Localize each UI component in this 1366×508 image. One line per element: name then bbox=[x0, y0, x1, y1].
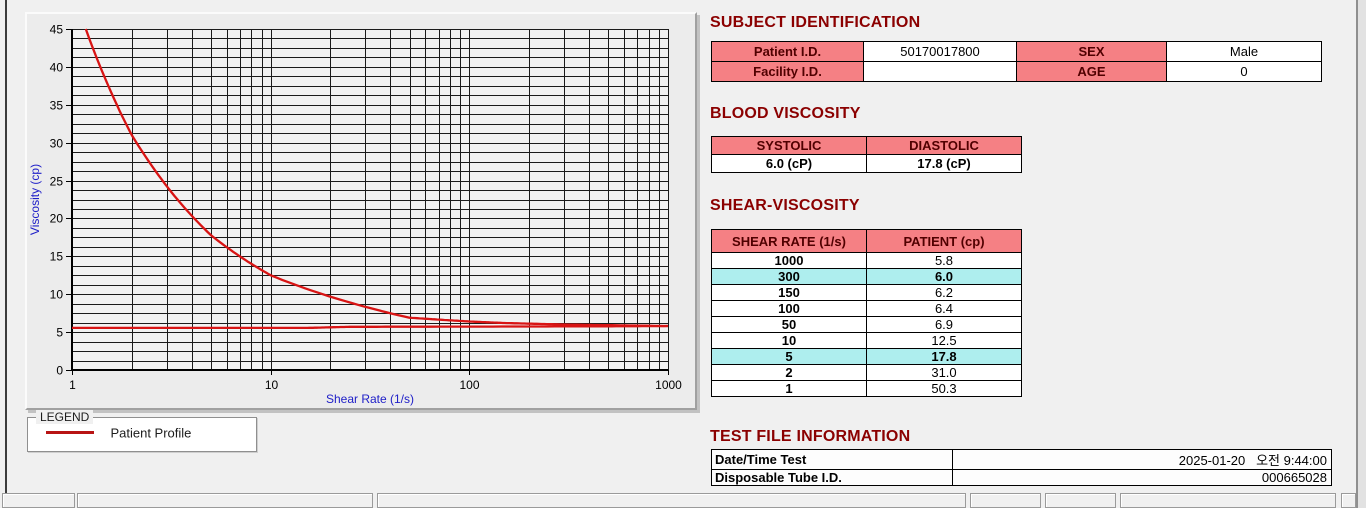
sex-value: Male bbox=[1166, 41, 1322, 62]
shear-rate-cell: 150 bbox=[711, 284, 867, 301]
patient-cp-header: PATIENT (cp) bbox=[866, 229, 1022, 253]
table-row: Disposable Tube I.D. 000665028 bbox=[711, 469, 1332, 486]
age-label: AGE bbox=[1016, 61, 1167, 82]
statusbar-segment bbox=[1120, 493, 1336, 508]
statusbar-segment bbox=[2, 493, 75, 508]
shear-rate-cell: 2 bbox=[711, 364, 867, 381]
patient-id-label: Patient I.D. bbox=[711, 41, 864, 62]
patient-cp-cell: 50.3 bbox=[866, 380, 1022, 397]
facility-id-label: Facility I.D. bbox=[711, 61, 864, 82]
svg-text:25: 25 bbox=[50, 175, 64, 189]
svg-text:Shear Rate (1/s): Shear Rate (1/s) bbox=[326, 392, 414, 406]
patient-id-value: 50170017800 bbox=[863, 41, 1017, 62]
shear-rate-cell: 1000 bbox=[711, 252, 867, 269]
testfile-value-cell: 000665028 bbox=[952, 469, 1332, 486]
table-row: 100 6.4 bbox=[711, 300, 1022, 317]
table-header-row: SHEAR RATE (1/s) PATIENT (cp) bbox=[711, 229, 1022, 253]
sex-label: SEX bbox=[1016, 41, 1167, 62]
shear-rate-header: SHEAR RATE (1/s) bbox=[711, 229, 867, 253]
legend-line-sample bbox=[46, 431, 94, 435]
legend-box: LEGEND Patient Profile bbox=[27, 410, 257, 452]
statusbar-segment bbox=[1045, 493, 1116, 508]
shear-rate-cell: 100 bbox=[711, 300, 867, 317]
shear-rate-cell: 10 bbox=[711, 332, 867, 349]
viscosity-chart-panel: 0 5 10 15 20 25 30 35 40 45 1 10 100 1000 Shear Rate (… bbox=[25, 12, 697, 410]
svg-text:10: 10 bbox=[50, 288, 64, 302]
systolic-value: 6.0 (cP) bbox=[711, 154, 867, 173]
patient-cp-cell: 6.9 bbox=[866, 316, 1022, 333]
table-row: Facility I.D. AGE 0 bbox=[711, 61, 1322, 82]
viscosity-chart: 0 5 10 15 20 25 30 35 40 45 1 10 100 1000 Shear Rate (… bbox=[28, 23, 682, 407]
systolic-header: SYSTOLIC bbox=[711, 136, 867, 155]
table-row: 50 6.9 bbox=[711, 316, 1022, 333]
testfile-value-cell: 2025-01-20 오전 9:44:00 bbox=[952, 449, 1332, 470]
table-row: Patient I.D. 50170017800 SEX Male bbox=[711, 41, 1322, 62]
window-right-border bbox=[1356, 0, 1366, 508]
testfile-label-cell: Date/Time Test bbox=[711, 449, 953, 470]
subject-identification-title: SUBJECT IDENTIFICATION bbox=[710, 14, 921, 31]
diastolic-value: 17.8 (cP) bbox=[866, 154, 1022, 173]
shear-rate-cell: 50 bbox=[711, 316, 867, 333]
svg-text:0: 0 bbox=[56, 364, 63, 378]
shear-table-body: 1000 5.8 300 6.0 150 6.2 100 6.4 50 6.9 10 12.5 5 17.… bbox=[711, 252, 1022, 397]
statusbar-segment bbox=[77, 493, 373, 508]
table-row: 5 17.8 bbox=[711, 348, 1022, 365]
facility-id-value bbox=[863, 61, 1017, 82]
patient-cp-cell: 6.4 bbox=[866, 300, 1022, 317]
subject-identification-table: Patient I.D. 50170017800 SEX Male Facili… bbox=[711, 41, 1322, 82]
svg-text:5: 5 bbox=[56, 326, 63, 340]
shear-viscosity-title: SHEAR-VISCOSITY bbox=[710, 197, 860, 214]
shear-rate-cell: 300 bbox=[711, 268, 867, 285]
table-row: Date/Time Test 2025-01-20 오전 9:44:00 bbox=[711, 449, 1332, 470]
table-row: 150 6.2 bbox=[711, 284, 1022, 301]
table-row: 10 12.5 bbox=[711, 332, 1022, 349]
shear-rate-cell: 5 bbox=[711, 348, 867, 365]
patient-cp-cell: 6.0 bbox=[866, 268, 1022, 285]
diastolic-header: DIASTOLIC bbox=[866, 136, 1022, 155]
patient-cp-cell: 31.0 bbox=[866, 364, 1022, 381]
testfile-label-cell: Disposable Tube I.D. bbox=[711, 469, 953, 486]
blood-viscosity-title: BLOOD VISCOSITY bbox=[710, 105, 861, 122]
age-value: 0 bbox=[1166, 61, 1322, 82]
svg-text:45: 45 bbox=[50, 23, 64, 37]
testfile-table-body: Date/Time Test 2025-01-20 오전 9:44:00 Dispo… bbox=[711, 449, 1332, 486]
shear-viscosity-table: SHEAR RATE (1/s) PATIENT (cp) 1000 5.8 300… bbox=[711, 229, 1022, 397]
statusbar-segment bbox=[377, 493, 966, 508]
svg-text:Viscosity (cp): Viscosity (cp) bbox=[28, 164, 42, 235]
legend-caption: LEGEND bbox=[36, 410, 94, 424]
svg-text:1000: 1000 bbox=[655, 378, 682, 392]
table-row: 2 31.0 bbox=[711, 364, 1022, 381]
statusbar-segment bbox=[970, 493, 1041, 508]
svg-text:10: 10 bbox=[265, 378, 279, 392]
table-row: 1000 5.8 bbox=[711, 252, 1022, 269]
legend-series-label: Patient Profile bbox=[110, 425, 192, 441]
table-row: 300 6.0 bbox=[711, 268, 1022, 285]
statusbar-segment bbox=[1341, 493, 1356, 508]
test-file-table: Date/Time Test 2025-01-20 오전 9:44:00 Dispo… bbox=[711, 449, 1332, 486]
svg-text:30: 30 bbox=[50, 137, 64, 151]
patient-cp-cell: 17.8 bbox=[866, 348, 1022, 365]
svg-text:40: 40 bbox=[50, 61, 64, 75]
svg-text:100: 100 bbox=[459, 378, 479, 392]
window-left-border bbox=[5, 0, 7, 508]
svg-text:35: 35 bbox=[50, 99, 64, 113]
svg-text:15: 15 bbox=[50, 250, 64, 264]
blood-viscosity-table: SYSTOLIC DIASTOLIC 6.0 (cP) 17.8 (cP) bbox=[711, 136, 1022, 173]
table-row: SYSTOLIC DIASTOLIC bbox=[711, 136, 1022, 155]
patient-cp-cell: 12.5 bbox=[866, 332, 1022, 349]
shear-rate-cell: 1 bbox=[711, 380, 867, 397]
table-row: 6.0 (cP) 17.8 (cP) bbox=[711, 154, 1022, 173]
test-file-information-title: TEST FILE INFORMATION bbox=[710, 428, 911, 445]
svg-text:20: 20 bbox=[50, 212, 64, 226]
svg-text:1: 1 bbox=[69, 378, 76, 392]
patient-cp-cell: 6.2 bbox=[866, 284, 1022, 301]
patient-cp-cell: 5.8 bbox=[866, 252, 1022, 269]
table-row: 1 50.3 bbox=[711, 380, 1022, 397]
